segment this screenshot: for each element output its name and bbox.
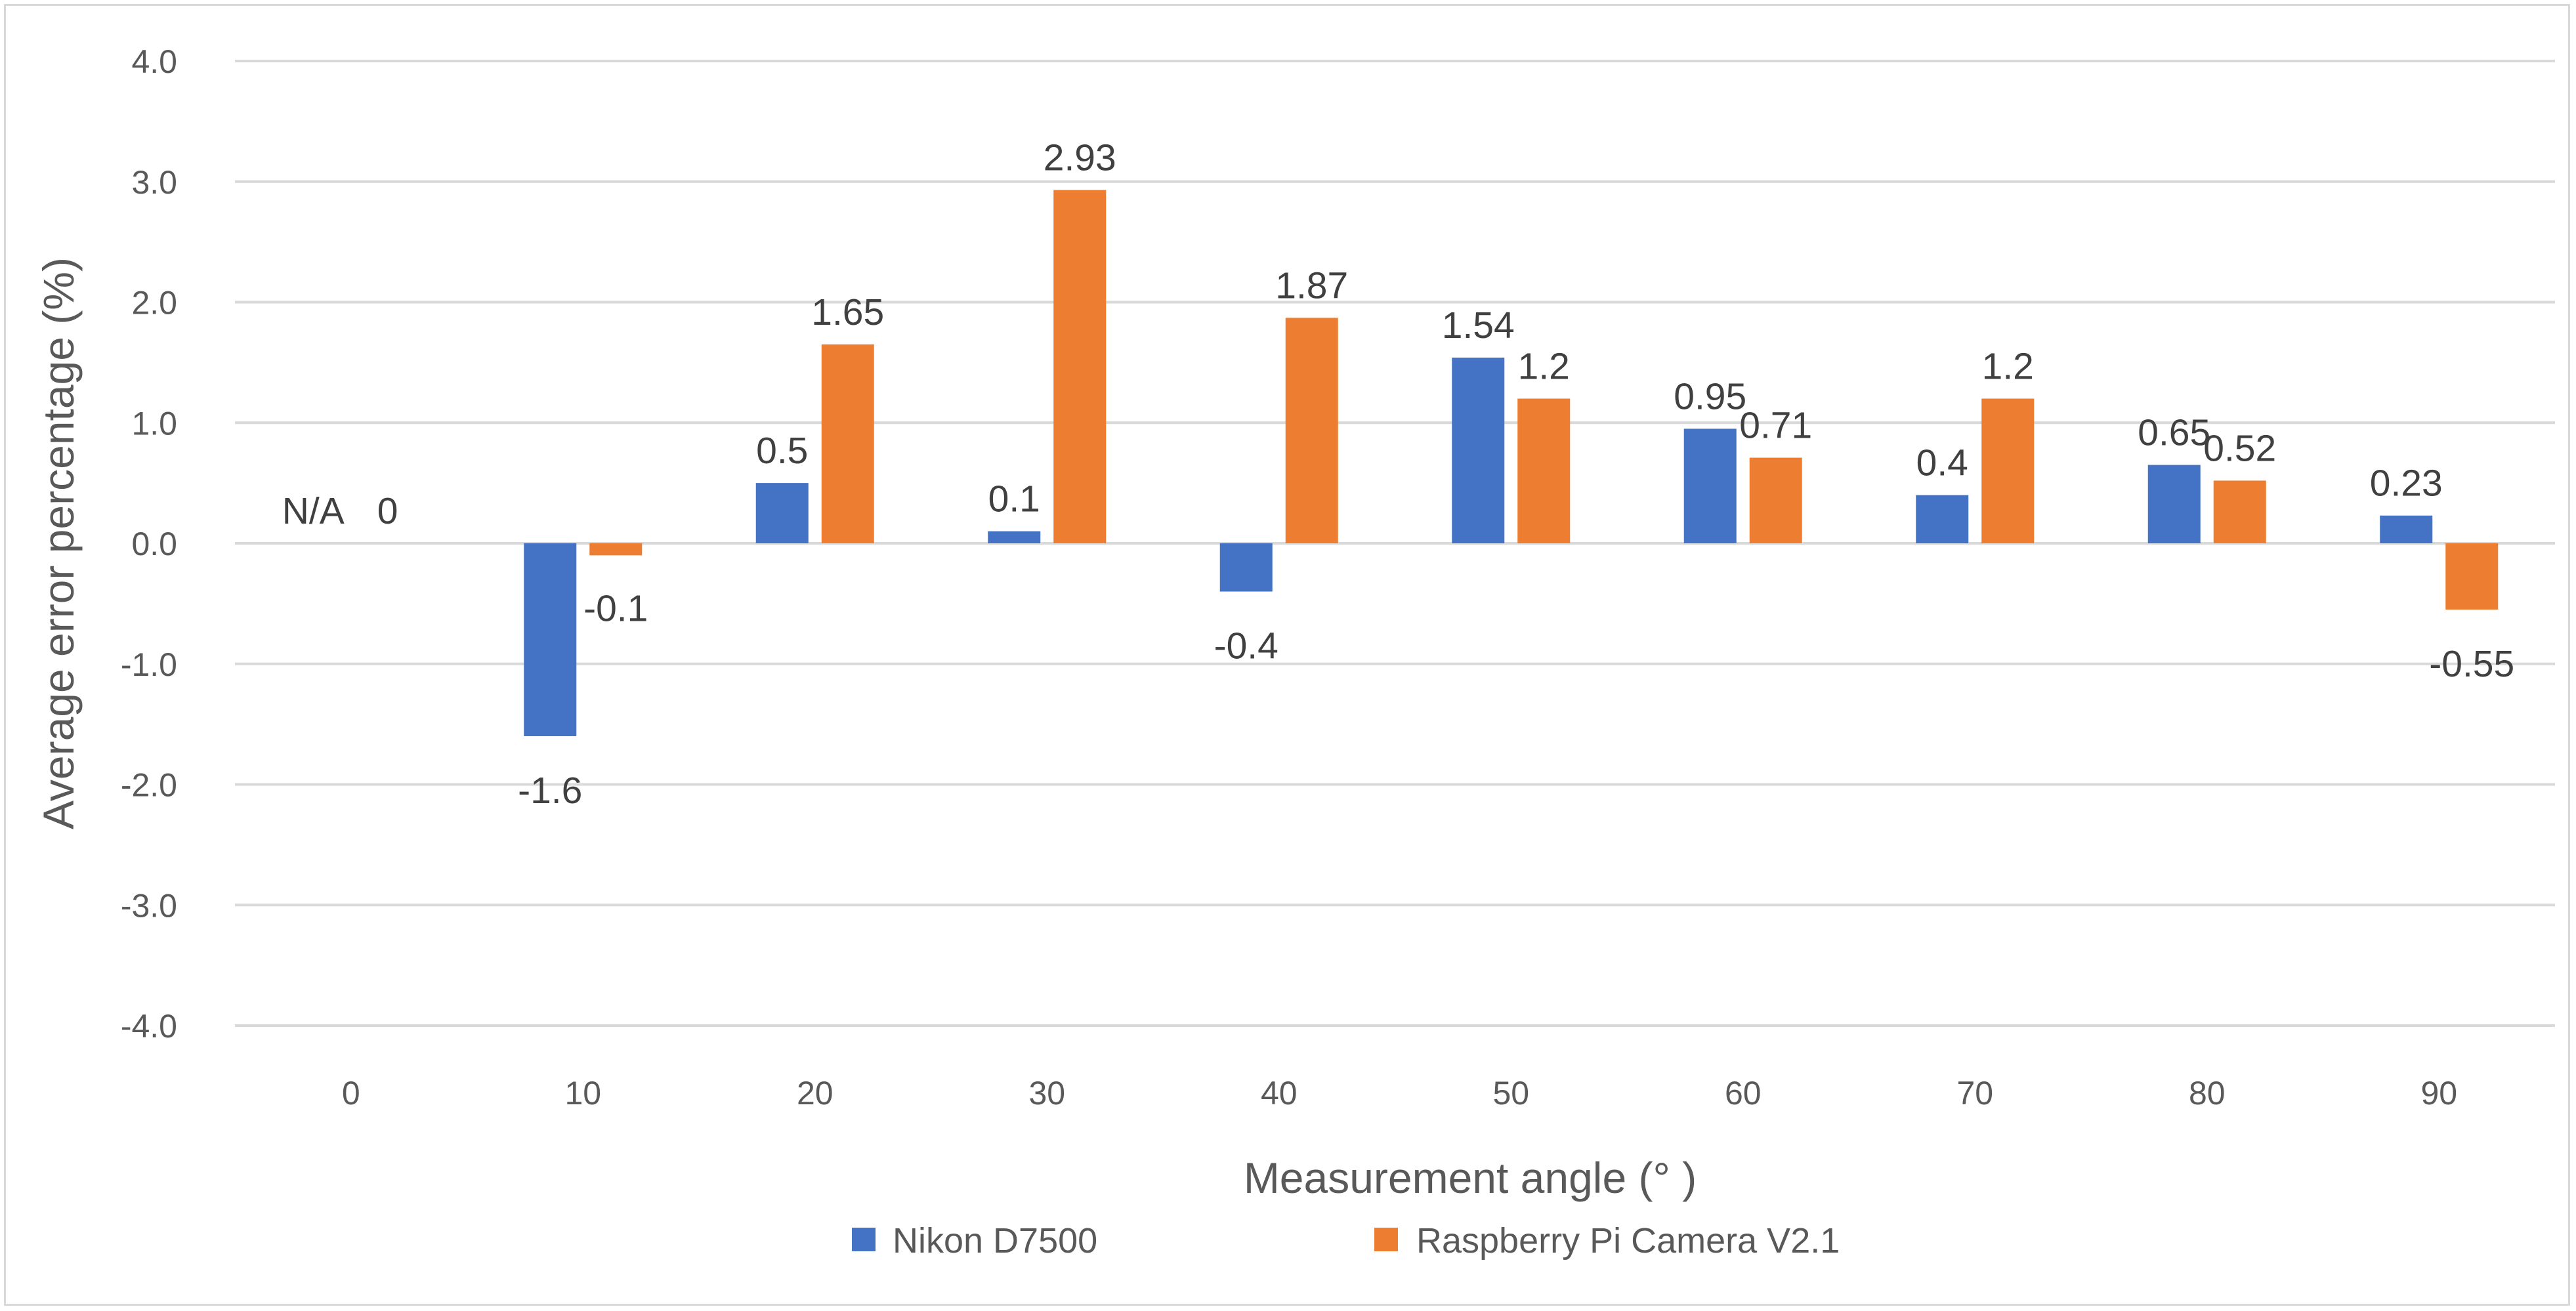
data-label-raspberry: 1.2 [1518,346,1570,388]
data-label-raspberry: 0.71 [1739,405,1812,447]
data-label-raspberry: 1.87 [1275,264,1348,306]
legend-swatch-raspberry [1374,1228,1398,1251]
data-label-nikon: 0.23 [2370,463,2443,505]
data-label-nikon: 0.65 [2138,412,2210,454]
bar-raspberry [1517,398,1571,543]
x-tick-label: 30 [1028,1075,1065,1112]
data-label-nikon: -1.6 [518,770,582,812]
y-tick-label: 2.0 [131,285,177,322]
x-axis-title: Measurement angle (° ) [1244,1154,1697,1202]
data-label-raspberry: 0 [377,490,398,532]
gridlines [235,60,2555,1027]
data-label-nikon: 0.4 [1916,442,1968,484]
bar-raspberry [1053,190,1107,543]
bar-raspberry [2445,543,2499,610]
y-tick-label: 4.0 [131,43,177,80]
data-label-raspberry: -0.1 [583,587,648,629]
x-tick-label: 40 [1261,1075,1298,1112]
bar-nikon [1452,358,1505,543]
x-tick-label: 80 [2189,1075,2226,1112]
bar-nikon [2380,515,2433,543]
legend: Nikon D7500 Raspberry Pi Camera V2.1 [852,1221,1840,1260]
bar-raspberry [589,543,643,556]
data-labels: N/A 0-1.6-0.10.51.650.12.93-0.41.871.541.… [282,137,2514,812]
y-tick-label: -4.0 [121,1008,177,1045]
bar-nikon [988,531,1041,543]
y-axis-ticks: 4.0 3.0 2.0 1.0 0.0 -1.0 -2.0 -3.0 -4.0 [121,43,177,1045]
legend-swatch-nikon [852,1228,876,1251]
data-label-nikon: 0.1 [988,478,1040,520]
chart-frame [4,4,2570,1306]
y-tick-label: 3.0 [131,164,177,201]
data-label-raspberry: 1.2 [1982,346,2034,388]
x-tick-label: 10 [564,1075,601,1112]
data-label-nikon: 0.5 [756,430,808,472]
bar-nikon [1219,543,1273,592]
x-tick-label: 60 [1725,1075,1762,1112]
x-tick-label: 70 [1956,1075,1993,1112]
y-tick-label: -3.0 [121,887,177,924]
x-axis-ticks: 0 10 20 30 40 50 60 70 80 90 [342,1075,2457,1112]
x-tick-label: 20 [797,1075,834,1112]
data-label-nikon: -0.4 [1214,625,1278,667]
bar-raspberry [1749,457,1802,543]
legend-label-nikon: Nikon D7500 [893,1221,1097,1260]
bar-raspberry [1285,318,1338,543]
bar-nikon [755,483,809,543]
bar-nikon [1683,428,1737,543]
data-label-nikon: N/A [282,490,345,532]
data-label-raspberry: 1.65 [811,291,884,333]
x-tick-label: 90 [2420,1075,2457,1112]
y-tick-label: 1.0 [131,405,177,442]
y-tick-label: 0.0 [131,526,177,562]
bar-nikon [1916,495,1969,543]
y-axis-title: Average error percentage (%) [34,257,83,829]
bars [524,190,2499,736]
x-tick-label: 0 [342,1075,360,1112]
y-tick-label: -2.0 [121,767,177,804]
data-label-raspberry: 2.93 [1044,137,1116,179]
x-tick-label: 50 [1492,1075,1529,1112]
bar-raspberry [821,344,874,543]
data-label-raspberry: 0.52 [2203,427,2276,469]
legend-label-raspberry: Raspberry Pi Camera V2.1 [1416,1221,1840,1260]
bar-nikon [2147,465,2201,543]
y-tick-label: -1.0 [121,646,177,683]
data-label-raspberry: -0.55 [2429,643,2514,685]
bar-raspberry [1981,398,2035,543]
bar-nikon [524,543,577,736]
bar-raspberry [2213,480,2266,543]
data-label-nikon: 1.54 [1442,304,1515,346]
data-label-nikon: 0.95 [1674,375,1746,417]
